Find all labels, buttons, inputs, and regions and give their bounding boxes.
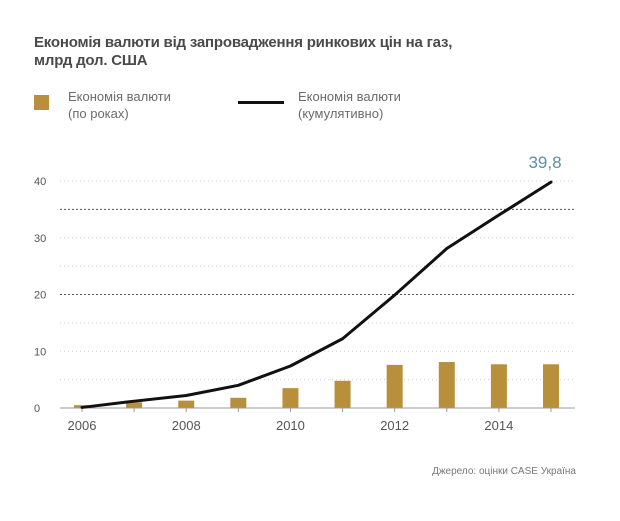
x-tick-label: 2006 bbox=[68, 418, 97, 433]
x-tick-label: 2010 bbox=[276, 418, 305, 433]
chart-title-line1: Економія валюти від запровадження ринков… bbox=[34, 34, 453, 51]
bar bbox=[490, 364, 507, 408]
bar bbox=[230, 397, 247, 408]
legend-bar-label: Економія валюти (по роках) bbox=[68, 88, 171, 122]
bar bbox=[126, 402, 143, 408]
bar bbox=[438, 362, 455, 408]
x-tick-label: 2014 bbox=[484, 418, 513, 433]
x-tick-label: 2008 bbox=[172, 418, 201, 433]
bar bbox=[334, 380, 351, 408]
chart-title-line2: млрд дол. США bbox=[34, 52, 148, 69]
y-tick-label: 20 bbox=[34, 290, 46, 302]
chart-title: Економія валюти від запровадження ринков… bbox=[34, 34, 594, 70]
source-note: Джерело: оцінки CASE Україна bbox=[432, 466, 576, 477]
y-tick-label: 40 bbox=[34, 176, 46, 188]
cumulative-line bbox=[80, 180, 553, 409]
legend-line-label-line2: (кумулятивно) bbox=[298, 106, 384, 121]
y-tick-label: 0 bbox=[34, 403, 40, 415]
x-tick-label: 2012 bbox=[380, 418, 409, 433]
bar bbox=[178, 400, 195, 408]
legend-line-swatch bbox=[238, 101, 284, 104]
legend-bar-swatch bbox=[34, 95, 49, 110]
y-tick-label: 10 bbox=[34, 346, 46, 358]
y-tick-label: 30 bbox=[34, 233, 46, 245]
bar bbox=[543, 364, 559, 408]
legend-bar-label-line1: Економія валюти bbox=[68, 89, 171, 104]
legend-line-label-line1: Економія валюти bbox=[298, 89, 401, 104]
end-value-label: 39,8 bbox=[528, 153, 561, 172]
legend-line-label: Економія валюти (кумулятивно) bbox=[298, 88, 401, 122]
legend-bar-label-line2: (по роках) bbox=[68, 106, 129, 121]
bar bbox=[282, 388, 299, 408]
bar bbox=[386, 364, 403, 408]
